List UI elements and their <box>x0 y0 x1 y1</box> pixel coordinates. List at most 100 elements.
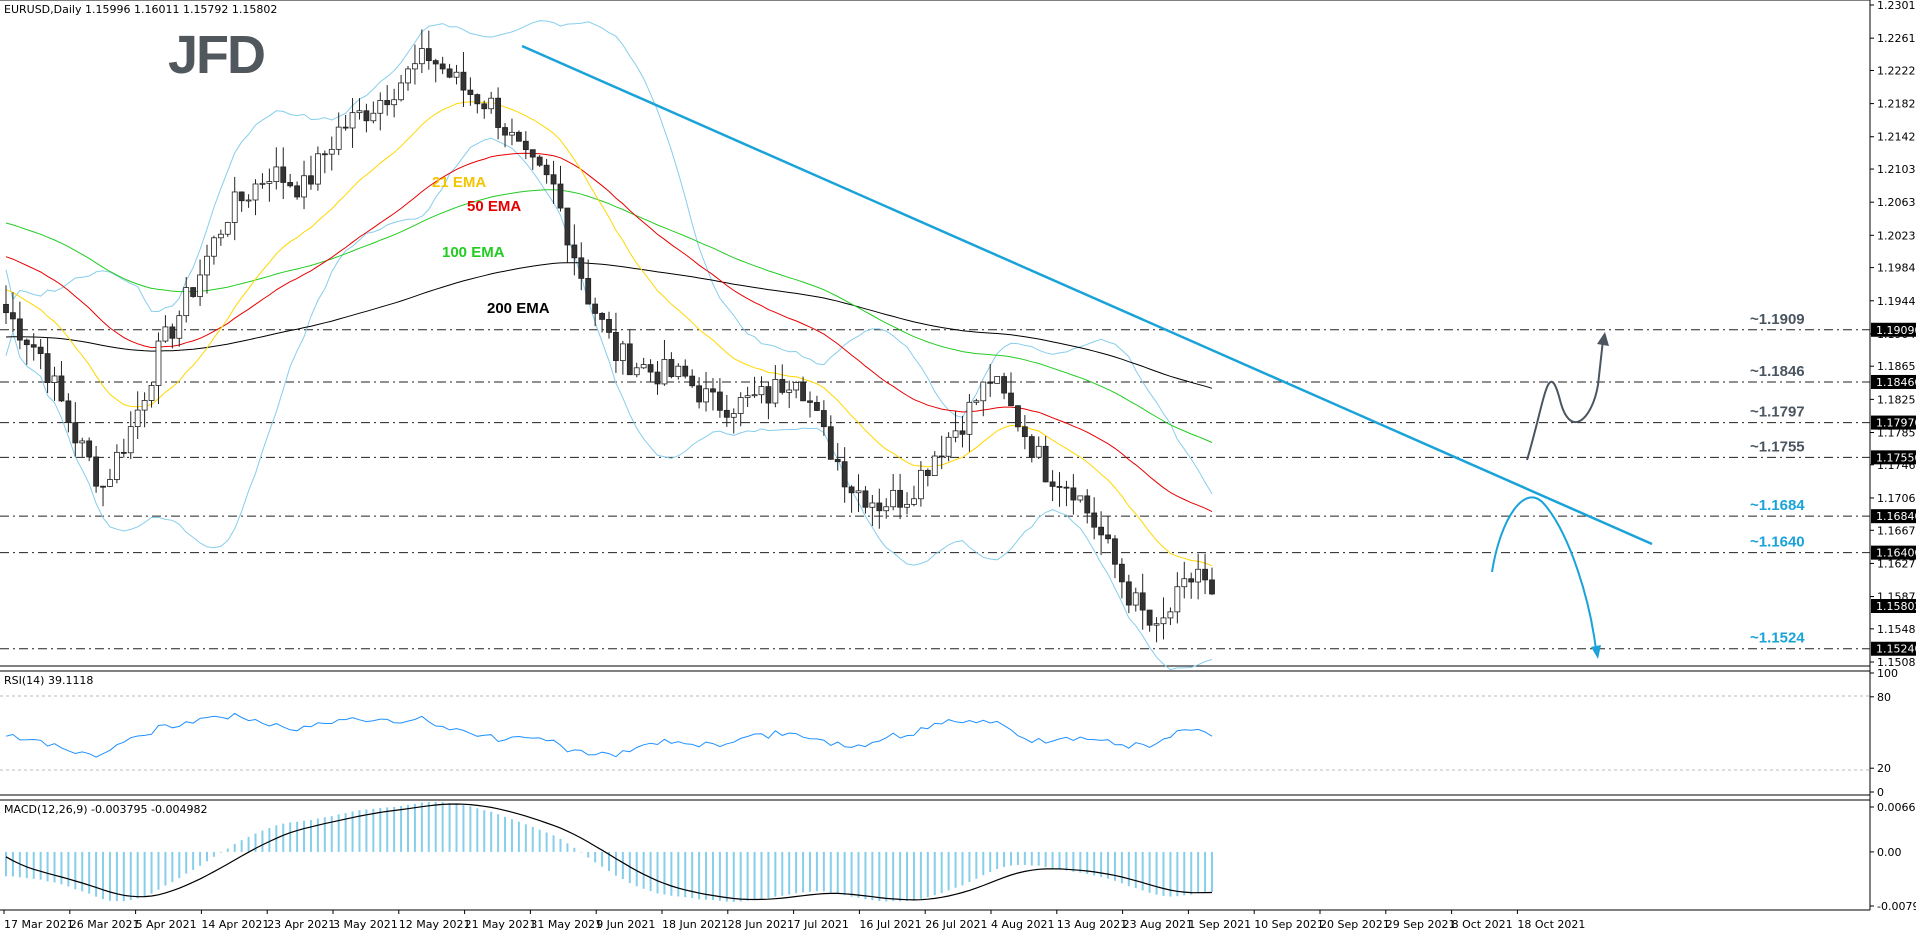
candle <box>564 207 571 263</box>
candle <box>765 381 772 420</box>
candle <box>224 221 231 237</box>
candle <box>869 494 876 527</box>
candle-body <box>682 365 689 377</box>
candle <box>716 378 723 418</box>
candle-body <box>994 376 1001 384</box>
candle <box>356 98 363 120</box>
candle <box>1063 480 1070 507</box>
candle <box>1056 472 1063 507</box>
candle-body <box>1056 486 1063 488</box>
time-label: 7 Jul 2021 <box>794 918 849 931</box>
candle-body <box>793 382 800 391</box>
candle-body <box>183 287 190 317</box>
candle <box>793 381 800 399</box>
candle-body <box>245 199 252 202</box>
candle-body <box>1028 436 1035 458</box>
candle-body <box>599 312 605 320</box>
candle-body <box>1146 609 1153 626</box>
candle <box>973 398 980 406</box>
candle <box>668 352 675 379</box>
price-tick-label: 1.16670 <box>1877 524 1916 537</box>
candle-body <box>391 99 398 106</box>
price-tick-label: 1.20630 <box>1877 196 1916 209</box>
candle <box>107 468 113 488</box>
candle-body <box>273 166 280 182</box>
candle-body <box>502 127 508 136</box>
candle-body <box>238 191 245 202</box>
price-tick-label: 1.22610 <box>1877 32 1916 45</box>
candle <box>467 77 474 106</box>
level-tag-label: 1.16400 <box>1876 547 1916 560</box>
time-label: 16 Jul 2021 <box>859 918 921 931</box>
time-label: 4 Aug 2021 <box>991 918 1054 931</box>
candle <box>100 485 106 507</box>
candle-body <box>342 126 349 129</box>
candle <box>30 333 37 361</box>
candle-body <box>65 400 72 424</box>
macd-tick-label: 0.00662 <box>1877 801 1916 814</box>
candle <box>113 444 120 484</box>
candle <box>321 150 328 174</box>
candle <box>737 392 744 427</box>
price-tick-label: 1.21420 <box>1877 131 1916 144</box>
candle-body <box>190 287 197 297</box>
candle <box>502 123 508 148</box>
candle <box>1181 561 1188 599</box>
candle <box>1209 567 1215 595</box>
time-label: 23 Apr 2021 <box>267 918 335 931</box>
candle <box>72 402 79 457</box>
rsi-line <box>5 712 1213 758</box>
time-label: 23 Aug 2021 <box>1123 918 1193 931</box>
candle <box>176 310 183 347</box>
macd-tick-label: 0.00 <box>1877 846 1902 859</box>
candle <box>1146 609 1153 632</box>
candle-body <box>384 100 391 106</box>
candle <box>744 386 751 408</box>
candle-body <box>890 489 897 508</box>
candle-body <box>197 274 203 297</box>
candle <box>904 492 910 515</box>
candle-body <box>141 400 148 411</box>
candle <box>418 29 425 74</box>
candle-body <box>134 409 141 428</box>
candle-body <box>710 388 716 393</box>
time-label: 31 May 2021 <box>530 918 602 931</box>
candle-body <box>585 277 592 305</box>
candle <box>349 97 356 148</box>
price-tick-label: 1.16270 <box>1877 557 1916 570</box>
candle <box>495 87 502 140</box>
candle <box>1167 607 1174 626</box>
level-tag-box <box>1871 322 1916 337</box>
candle-body <box>294 185 301 198</box>
time-label: 17 Mar 2021 <box>4 918 74 931</box>
candle-body <box>966 401 973 435</box>
level-tag-label: 1.15240 <box>1876 643 1916 656</box>
candle-body <box>869 502 876 508</box>
candle <box>79 437 86 457</box>
candle <box>1125 574 1132 614</box>
candle <box>1105 516 1111 544</box>
time-label: 18 Oct 2021 <box>1517 918 1585 931</box>
candle <box>571 224 578 276</box>
candle-body <box>3 303 9 314</box>
candle-body <box>647 364 654 373</box>
price-tick-label: 1.22220 <box>1877 64 1916 77</box>
candle-body <box>335 126 342 150</box>
candle-body <box>439 63 446 70</box>
rsi-tick-label: 0 <box>1877 786 1884 799</box>
candle-body <box>1160 617 1167 625</box>
candle-body <box>460 71 467 91</box>
candle <box>1139 573 1146 630</box>
candle-body <box>280 166 287 183</box>
time-label: 14 Apr 2021 <box>201 918 269 931</box>
bollinger-upper <box>5 20 1213 495</box>
candle <box>1035 436 1042 460</box>
level-tag-label: 1.16840 <box>1876 510 1916 523</box>
candle <box>848 485 855 513</box>
candle-body <box>633 367 640 376</box>
candle <box>820 400 827 436</box>
candle <box>654 361 661 395</box>
level-tag-label: 1.17970 <box>1876 417 1916 430</box>
candle <box>308 155 314 190</box>
candle <box>1160 597 1167 640</box>
